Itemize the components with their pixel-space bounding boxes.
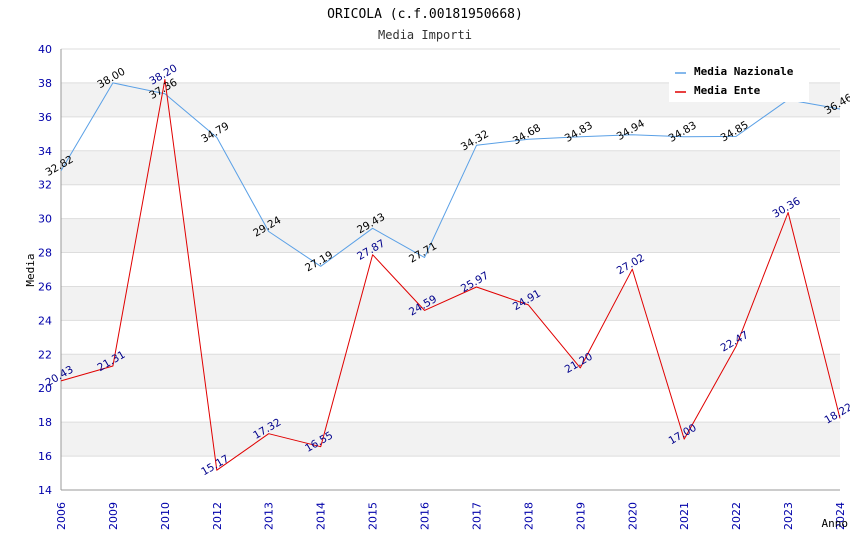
x-tick-label: 2020 [626, 502, 639, 530]
grid-band [61, 116, 840, 151]
grid-bands [61, 49, 840, 490]
y-tick-label: 24 [38, 314, 52, 327]
x-tick-label: 2016 [419, 502, 432, 530]
x-tick-label: 2018 [522, 502, 535, 530]
y-tick-label: 26 [38, 280, 52, 293]
legend-label-nazionale: Media Nazionale [694, 65, 794, 78]
y-axis-label: Media [24, 253, 37, 286]
grid-band [61, 422, 840, 457]
x-tick-label: 2014 [315, 502, 328, 530]
series-line-ente [60, 79, 841, 471]
x-tick-label: 2022 [730, 502, 743, 530]
axes [60, 49, 840, 491]
y-tick-label: 38 [38, 77, 52, 90]
legend-box [669, 60, 809, 102]
x-tick-label: 2013 [263, 502, 276, 530]
x-tick-label: 2006 [55, 502, 68, 530]
x-axis-label: Anno [822, 517, 849, 530]
grid-band [61, 286, 840, 321]
x-tick-label: 2010 [159, 502, 172, 530]
x-tick-label: 2009 [107, 502, 120, 530]
x-tick-label: 2015 [367, 502, 380, 530]
grid-band [61, 252, 840, 287]
y-tick-label: 32 [38, 179, 52, 192]
y-tick-labels: 14 16 18 20 22 24 26 28 30 32 34 36 38 40 [38, 43, 52, 497]
y-tick-label: 28 [38, 247, 52, 260]
grid-band [61, 456, 840, 490]
series-lines [60, 79, 841, 471]
series-line-nazionale [60, 82, 841, 267]
y-tick-label: 14 [38, 484, 52, 497]
grid-band [61, 150, 840, 185]
grid-band [61, 218, 840, 253]
x-tick-label: 2024 [834, 502, 847, 530]
x-tick-label: 2023 [782, 502, 795, 530]
y-tick-label: 30 [38, 213, 52, 226]
x-tick-label: 2012 [211, 502, 224, 530]
x-tick-labels: 2006 2009 2010 2012 2013 2014 2015 2016 2017 2018… [55, 502, 847, 530]
y-tick-label: 36 [38, 111, 52, 124]
y-tick-label: 34 [38, 145, 52, 158]
x-tick-label: 2017 [470, 502, 483, 530]
y-tick-label: 22 [38, 348, 52, 361]
x-tick-label: 2019 [574, 502, 587, 530]
grid-band [61, 320, 840, 355]
legend-label-ente: Media Ente [694, 84, 761, 97]
legend: Media Nazionale Media Ente [669, 60, 809, 102]
chart-subtitle: Media Importi [378, 28, 472, 42]
y-tick-label: 20 [38, 382, 52, 395]
x-tick-label: 2021 [678, 502, 691, 530]
chart-title: ORICOLA (c.f.00181950668) [327, 7, 523, 22]
grid-band [61, 354, 840, 389]
y-tick-label: 18 [38, 416, 52, 429]
y-tick-label: 40 [38, 43, 52, 56]
grid-band [61, 388, 840, 423]
y-tick-label: 16 [38, 450, 52, 463]
